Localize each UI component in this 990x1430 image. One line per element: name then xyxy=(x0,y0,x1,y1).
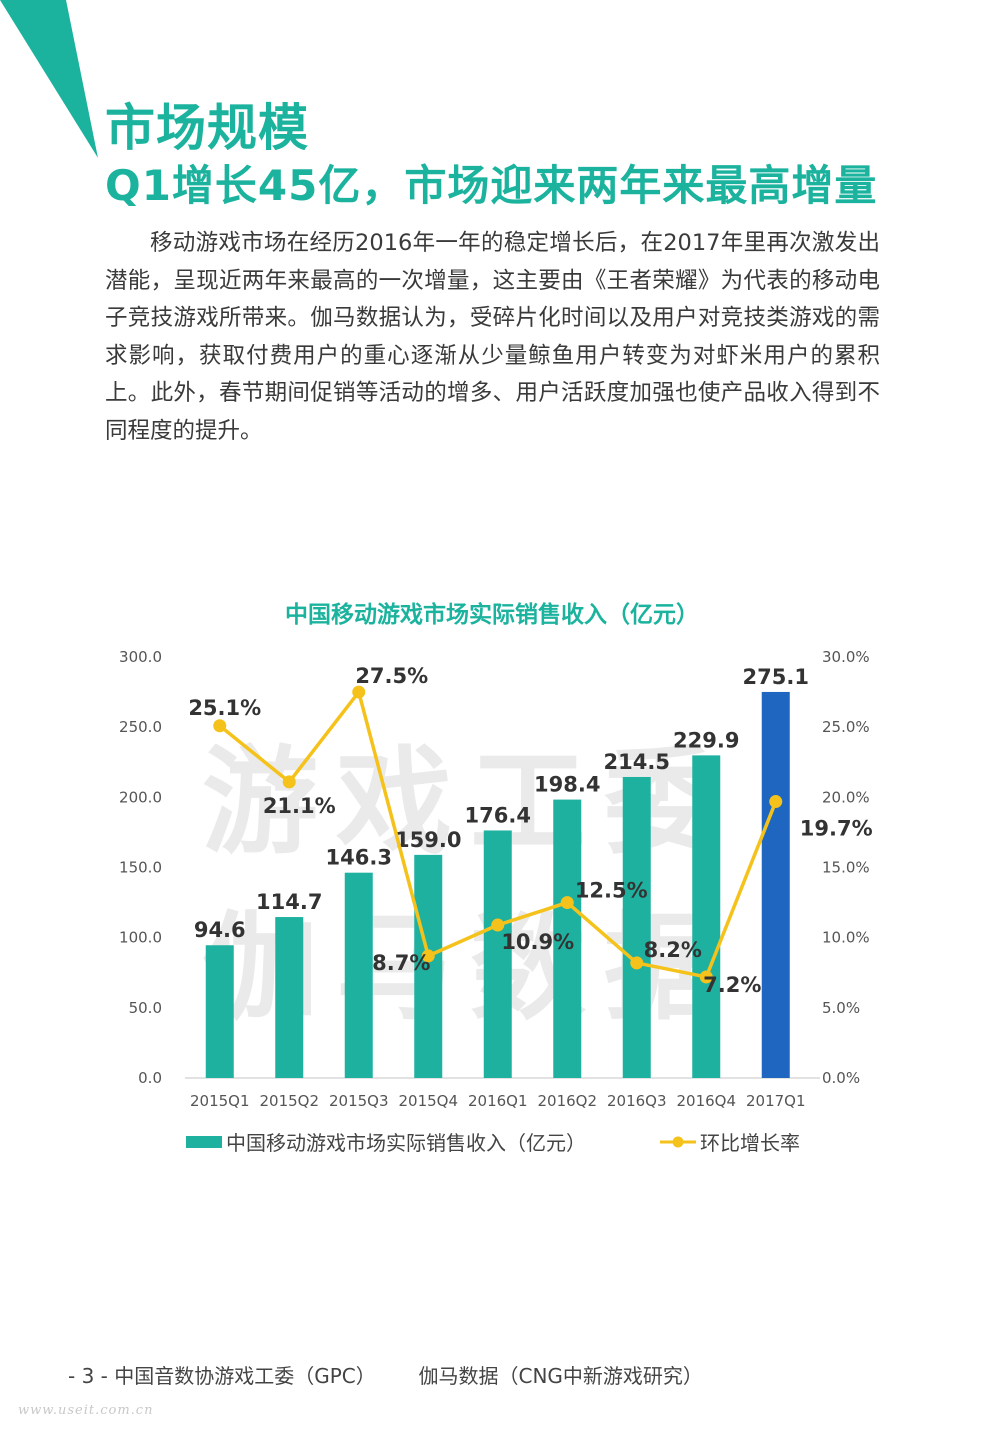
y-right-tick-label: 0.0% xyxy=(822,1069,860,1087)
y-left-tick-label: 100.0 xyxy=(119,929,162,947)
bar-value-label: 146.3 xyxy=(326,846,392,870)
chart-title: 中国移动游戏市场实际销售收入（亿元） xyxy=(285,601,699,628)
y-left-tick-label: 200.0 xyxy=(119,788,162,806)
legend: 中国移动游戏市场实际销售收入（亿元） 环比增长率 xyxy=(186,1131,800,1155)
bar-2015Q2 xyxy=(275,917,304,1078)
bar-2016Q2 xyxy=(553,799,582,1078)
growth-point-2015Q3 xyxy=(352,685,366,699)
growth-value-label: 12.5% xyxy=(575,879,648,903)
growth-point-2016Q2 xyxy=(560,896,574,910)
y-left-tick-label: 150.0 xyxy=(119,859,162,877)
growth-point-2016Q1 xyxy=(491,918,505,932)
x-tick-label: 2015Q3 xyxy=(329,1092,389,1110)
corner-decoration xyxy=(0,0,98,158)
growth-value-label: 8.7% xyxy=(372,951,430,975)
legend-bar-label: 中国移动游戏市场实际销售收入（亿元） xyxy=(226,1131,586,1155)
growth-point-2015Q1 xyxy=(213,719,227,733)
legend-line-marker xyxy=(672,1136,684,1148)
footer-org-gpc: 中国音数协游戏工委（GPC） xyxy=(114,1364,376,1388)
bar-value-label: 114.7 xyxy=(256,890,322,914)
y-left-tick-label: 250.0 xyxy=(119,718,162,736)
site-watermark: www.useit.com.cn xyxy=(18,1403,154,1418)
bar-2015Q4 xyxy=(414,854,443,1078)
bar-value-label: 159.0 xyxy=(395,828,461,852)
footer-page-number: - 3 - xyxy=(68,1364,108,1388)
growth-point-2017Q1 xyxy=(769,795,783,809)
growth-value-label: 27.5% xyxy=(355,664,428,688)
x-tick-label: 2015Q1 xyxy=(190,1092,250,1110)
y-left-tick-label: 50.0 xyxy=(129,999,162,1017)
growth-value-label: 19.7% xyxy=(800,817,873,841)
page-title: 市场规模 xyxy=(105,99,309,157)
bar-value-label: 229.9 xyxy=(673,728,739,752)
growth-point-2015Q2 xyxy=(282,775,296,789)
y-right-tick-label: 20.0% xyxy=(822,788,870,806)
y-left-tick-label: 300.0 xyxy=(119,648,162,666)
growth-value-label: 25.1% xyxy=(188,696,261,720)
footer-org-cng: 伽马数据（CNG中新游戏研究） xyxy=(418,1364,703,1388)
growth-value-label: 10.9% xyxy=(501,930,574,954)
bar-2016Q3 xyxy=(622,776,651,1078)
bar-value-label: 94.6 xyxy=(194,918,246,942)
x-tick-label: 2016Q4 xyxy=(676,1092,736,1110)
bar-2016Q4 xyxy=(692,755,721,1078)
growth-point-2016Q3 xyxy=(630,956,644,970)
growth-value-label: 21.1% xyxy=(263,794,336,818)
growth-value-label: 8.2% xyxy=(644,938,702,962)
y-right-tick-label: 15.0% xyxy=(822,859,870,877)
bar-2015Q3 xyxy=(344,872,373,1078)
bar-2015Q1 xyxy=(205,945,234,1078)
x-tick-label: 2016Q3 xyxy=(607,1092,667,1110)
x-tick-label: 2015Q2 xyxy=(259,1092,319,1110)
right-axis: 0.0% 5.0% 10.0% 15.0% 20.0% 25.0% 30.0% xyxy=(822,648,870,1087)
y-right-tick-label: 25.0% xyxy=(822,718,870,736)
body-paragraph: 移动游戏市场在经历2016年一年的稳定增长后，在2017年里再次激发出潜能，呈现… xyxy=(105,230,880,444)
y-right-tick-label: 30.0% xyxy=(822,648,870,666)
y-left-tick-label: 0.0 xyxy=(138,1069,162,1087)
growth-point-2016Q4 xyxy=(699,970,713,984)
bar-2016Q1 xyxy=(483,830,512,1078)
bar-value-label: 176.4 xyxy=(465,803,531,827)
bar-value-label: 198.4 xyxy=(534,773,600,797)
x-tick-label: 2016Q2 xyxy=(537,1092,597,1110)
x-tick-label: 2017Q1 xyxy=(746,1092,806,1110)
y-right-tick-label: 5.0% xyxy=(822,999,860,1017)
bar-value-label: 214.5 xyxy=(604,750,670,774)
line-series: 25.1% 21.1% 27.5% 8.7% 10.9% 12.5% 8.2%7.2% 19.… xyxy=(188,664,872,997)
legend-bar-swatch xyxy=(186,1136,222,1148)
x-tick-label: 2015Q4 xyxy=(398,1092,458,1110)
growth-value-label: 7.2% xyxy=(703,973,761,997)
left-axis: 0.0 50.0 100.0 150.0 200.0 250.0 300.0 xyxy=(119,648,162,1087)
footer: - 3 - 中国音数协游戏工委（GPC） 伽马数据（CNG中新游戏研究） xyxy=(68,1360,703,1389)
legend-line-label: 环比增长率 xyxy=(700,1131,800,1155)
bar-2017Q1 xyxy=(761,691,790,1078)
growth-point-2015Q4 xyxy=(421,949,435,963)
x-axis: 2015Q1 2015Q2 2015Q3 2015Q4 2016Q1 2016Q2 2016… xyxy=(190,1092,806,1110)
y-right-tick-label: 10.0% xyxy=(822,929,870,947)
page-subtitle: Q1增长45亿，市场迎来两年来最高增量 xyxy=(105,161,878,210)
x-tick-label: 2016Q1 xyxy=(468,1092,528,1110)
bar-value-label: 275.1 xyxy=(743,665,809,689)
